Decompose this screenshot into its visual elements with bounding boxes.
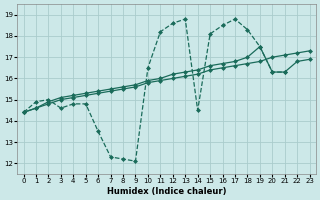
- X-axis label: Humidex (Indice chaleur): Humidex (Indice chaleur): [107, 187, 226, 196]
